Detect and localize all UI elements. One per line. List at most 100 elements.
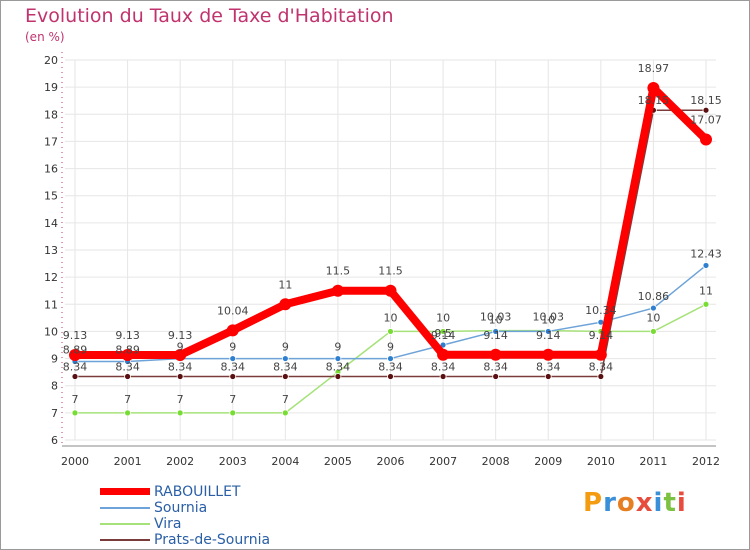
data-label-rabouillet-2009: 9.14 [536,329,561,342]
point-rabouillet-2001 [121,349,134,362]
data-label-prats-de-sournia-2012: 18.15 [690,94,722,107]
y-tick-label-8: 8 [51,380,58,393]
x-tick-label-2009: 2009 [534,455,562,468]
legend-label-sournia: Sournia [154,500,208,516]
data-label-prats-de-sournia-2000: 8.34 [63,360,88,373]
data-label-sournia-2000: 8.89 [63,344,88,357]
point-sournia-2006 [387,355,394,362]
series-layer [69,81,712,417]
data-label-rabouillet-2006: 11.5 [378,265,403,278]
point-prats-de-sournia-2004 [281,373,289,380]
point-sournia-2004 [281,355,289,362]
data-label-vira-2011: 10 [646,311,660,324]
logo-letter: P [583,488,604,518]
point-rabouillet-2007 [437,348,450,361]
data-label-sournia-2004: 9 [282,341,289,354]
point-prats-de-sournia-2003 [229,373,237,380]
data-label-sournia-2003: 9 [229,341,236,354]
x-tick-label-2010: 2010 [587,455,615,468]
data-label-vira-2008: 10.03 [480,311,512,324]
data-label-vira-2002: 7 [177,393,184,406]
logo-letter: x [635,488,654,518]
point-rabouillet-2012 [700,133,712,146]
point-prats-de-sournia-2010 [597,373,605,380]
data-label-sournia-2010: 10.34 [585,304,617,317]
x-tick-label-2007: 2007 [429,455,457,468]
point-sournia-2012 [702,262,710,269]
data-label-vira-2007: 10 [436,311,450,324]
point-vira-2011 [650,328,657,335]
data-label-vira-2012: 11 [699,284,713,297]
legend-swatch-rabouillet [100,488,150,495]
data-label-sournia-2001: 8.89 [115,344,140,357]
data-label-sournia-2008: 10 [489,313,503,326]
x-tick-label-2004: 2004 [271,455,299,468]
point-vira-2001 [124,409,131,417]
logo-letter: i [653,488,664,518]
logo-letter: i [676,488,687,518]
y-tick-label-14: 14 [44,217,58,230]
point-prats-de-sournia-2008 [492,373,500,380]
x-tick-label-2001: 2001 [114,455,142,468]
point-rabouillet-2006 [384,284,397,297]
y-tick-label-15: 15 [44,190,58,203]
data-label-rabouillet-2008: 9.14 [483,329,508,342]
data-label-vira-2009: 10.03 [533,311,565,324]
data-label-rabouillet-2002: 9.13 [168,329,193,342]
chart-title: Evolution du Taux de Taxe d'Habitation [25,5,394,27]
y-tick-label-11: 11 [44,298,58,311]
y-tick-label-6: 6 [51,434,58,447]
data-label-prats-de-sournia-2001: 8.34 [115,360,140,373]
point-rabouillet-2004 [279,298,292,311]
legend-label-prats-de-sournia: Prats-de-Sournia [154,532,271,548]
point-vira-2006 [387,328,394,335]
point-rabouillet-2005 [331,284,344,297]
point-vira-2007 [439,328,447,335]
data-label-sournia-2012: 12.43 [690,247,722,260]
y-tick-label-18: 18 [44,108,58,121]
data-label-vira-2000: 7 [72,393,79,406]
point-vira-2000 [71,409,79,417]
data-label-rabouillet-2000: 9.13 [63,329,88,342]
point-sournia-2009 [544,328,552,335]
point-prats-de-sournia-2005 [334,373,342,380]
data-label-vira-2001: 7 [124,393,131,406]
unit-label: (en %) [25,30,65,44]
data-label-vira-2004: 7 [282,393,289,406]
y-tick-label-13: 13 [44,244,58,257]
point-sournia-2008 [492,328,500,335]
point-rabouillet-2008 [489,348,502,361]
point-sournia-2003 [229,355,237,362]
x-tick-label-2000: 2000 [61,455,89,468]
data-label-prats-de-sournia-2003: 8.34 [221,360,246,373]
data-label-prats-de-sournia-2010: 8.34 [589,360,614,373]
data-label-sournia-2011: 10.86 [638,290,670,303]
x-tick-label-2008: 2008 [482,455,510,468]
data-label-sournia-2002: 9 [177,341,184,354]
legend-label-rabouillet: RABOUILLET [154,484,241,500]
data-label-sournia-2006: 9 [387,341,394,354]
x-tick-label-2012: 2012 [692,455,720,468]
point-prats-de-sournia-2007 [439,373,447,380]
x-tick-label-2011: 2011 [639,455,667,468]
point-rabouillet-2011 [647,81,660,94]
x-tick-label-2003: 2003 [219,455,247,468]
data-label-rabouillet-2007: 9.14 [431,329,456,342]
x-tick-label-2002: 2002 [166,455,194,468]
data-label-prats-de-sournia-2004: 8.34 [273,360,298,373]
point-vira-2003 [229,409,237,417]
data-label-rabouillet-2005: 11.5 [326,265,351,278]
data-label-prats-de-sournia-2007: 8.34 [431,360,456,373]
y-tick-label-19: 19 [44,81,58,94]
y-tick-label-9: 9 [51,353,58,366]
point-prats-de-sournia-2009 [544,373,552,380]
legend-label-vira: Vira [154,516,182,532]
point-vira-2012 [702,300,710,308]
point-rabouillet-2009 [542,348,555,361]
legend-swatch-prats-de-sournia [100,539,150,541]
logo-letter: r [603,488,617,518]
x-tick-label-2006: 2006 [377,455,405,468]
data-label-rabouillet-2004: 11 [278,278,292,291]
data-label-prats-de-sournia-2002: 8.34 [168,360,193,373]
